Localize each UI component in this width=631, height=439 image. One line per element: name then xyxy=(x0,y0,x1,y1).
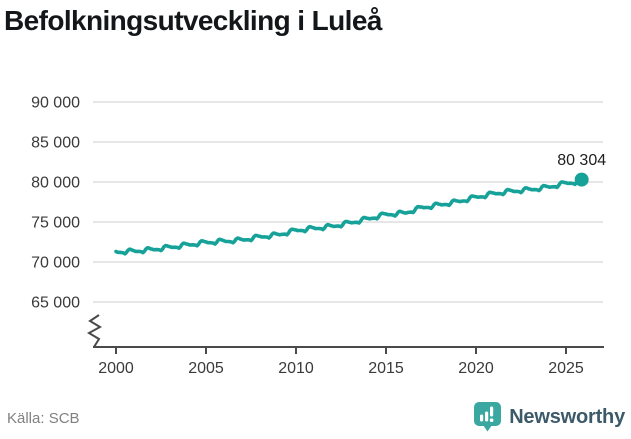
population-line-chart: 90 000 85 000 80 000 75 000 70 000 65 000 2000… xyxy=(31,95,604,377)
newsworthy-logo-icon xyxy=(474,402,502,432)
chart-title: Befolkningsutveckling i Luleå xyxy=(4,5,382,36)
newsworthy-logo[interactable]: Newsworthy xyxy=(474,402,625,432)
y-tick-label: 65 000 xyxy=(31,295,80,312)
axis-break-icon xyxy=(86,314,103,348)
latest-value-label: 80 304 xyxy=(557,151,607,169)
y-tick-label: 75 000 xyxy=(31,215,80,232)
x-tick-label: 2005 xyxy=(188,360,224,377)
x-tick-label: 2020 xyxy=(458,360,494,377)
newsworthy-logo-text: Newsworthy xyxy=(509,405,625,428)
y-tick-label: 70 000 xyxy=(31,255,80,272)
x-tick-label: 2025 xyxy=(548,360,584,377)
x-tick-label: 2015 xyxy=(368,360,404,377)
y-tick-label: 80 000 xyxy=(31,175,80,192)
latest-point-dot xyxy=(574,172,589,187)
source-label: Källa: SCB xyxy=(7,410,80,427)
y-tick-label: 90 000 xyxy=(31,95,80,112)
y-tick-label: 85 000 xyxy=(31,135,80,152)
x-tick-label: 2010 xyxy=(278,360,314,377)
x-tick-label: 2000 xyxy=(98,360,134,377)
population-line xyxy=(114,177,584,256)
